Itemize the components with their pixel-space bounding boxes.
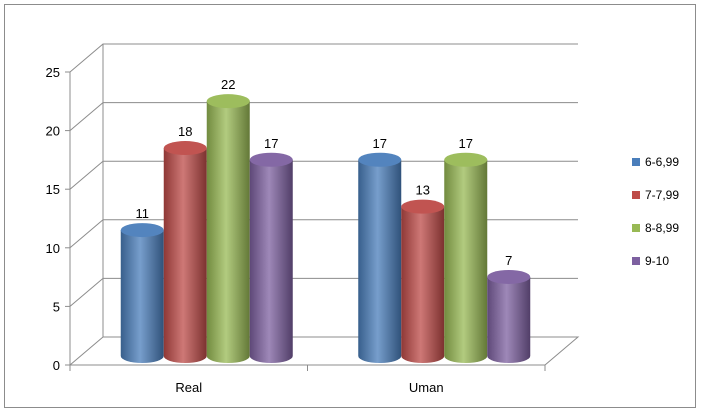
y-tick-label: 25 [46,65,60,80]
data-label: 17 [264,136,278,151]
legend-swatch [632,224,640,232]
bar [206,94,250,363]
bar-body [249,159,293,363]
bar-body [163,148,207,363]
legend-label: 9-10 [645,254,669,268]
bar-top [358,152,402,167]
bar-top [249,152,293,167]
legend-label: 7-7,99 [645,188,679,202]
y-tick-label: 5 [53,299,60,314]
data-label: 17 [373,136,387,151]
bar-top [120,223,164,238]
bar [401,199,445,363]
data-label: 17 [459,136,473,151]
gridline [69,160,578,190]
bar [120,223,164,363]
legend-label: 8-8,99 [645,221,679,235]
bar-top [163,141,207,156]
bar-top [444,152,488,167]
legend-swatch [632,191,640,199]
y-tick-label: 10 [46,241,60,256]
chart-frame [4,4,696,408]
data-label: 22 [221,77,235,92]
bar-body [120,230,164,363]
data-label: 7 [505,253,512,268]
gridline [69,43,578,73]
category-label: Uman [409,380,444,395]
bar [249,152,293,363]
bar-body [401,206,445,363]
bar [358,152,402,363]
data-label: 11 [136,206,150,221]
y-tick-label: 20 [46,124,60,139]
y-tick-label: 15 [46,182,60,197]
bar [487,269,531,363]
bar [444,152,488,363]
bar-body [206,101,250,363]
data-label: 13 [416,183,430,198]
legend-swatch [632,257,640,265]
bar-body [358,159,402,363]
bar-body [487,276,531,363]
category-label: Real [175,380,202,395]
y-tick-label: 0 [53,358,60,373]
legend-label: 6-6,99 [645,155,679,169]
data-label: 18 [178,124,192,139]
bar-top [487,269,531,284]
bar-top [206,94,250,109]
legend-swatch [632,158,640,166]
bar [163,141,207,363]
gridline [69,102,578,131]
bar-body [444,159,488,363]
bar-top [401,199,445,214]
